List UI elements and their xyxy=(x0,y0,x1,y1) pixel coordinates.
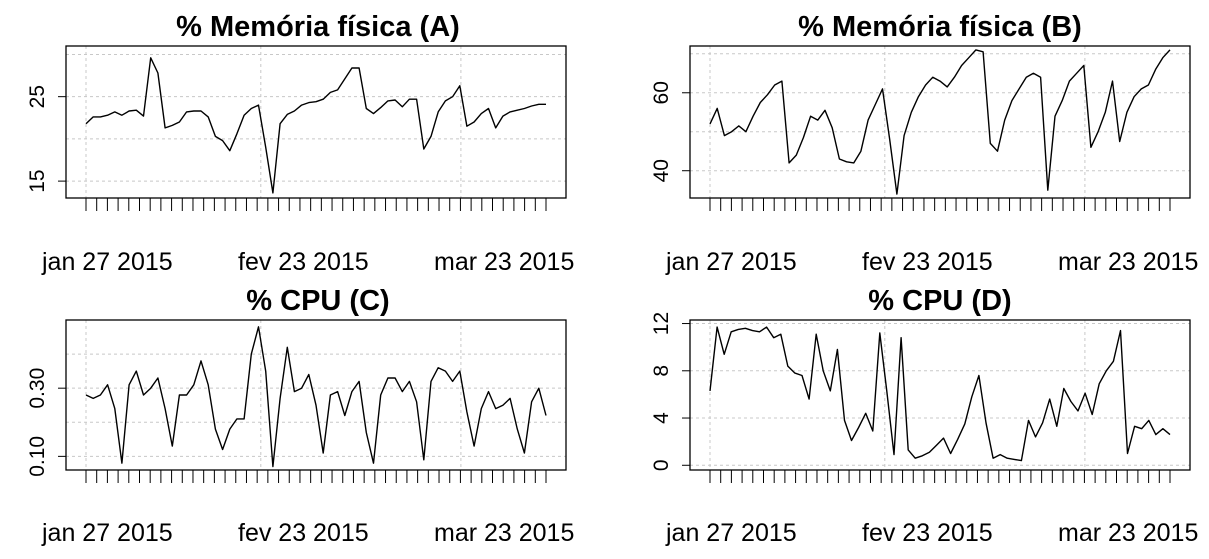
y-tick-label: 15 xyxy=(26,169,49,192)
series-line xyxy=(85,326,547,468)
plot-frame xyxy=(65,45,567,199)
x-tick-label: fev 23 2015 xyxy=(238,248,369,276)
y-tick-label: 8 xyxy=(650,365,673,377)
plot-frame xyxy=(65,319,567,471)
x-tick-label: mar 23 2015 xyxy=(434,248,574,276)
y-tick-label: 0.10 xyxy=(26,436,49,477)
chart-panel-a: % Memória física (A) 15 25 jan 27 2015 fev 2… xyxy=(26,11,574,276)
plot-frame xyxy=(689,319,1191,471)
y-tick-label: 4 xyxy=(650,412,673,424)
x-tick-label: jan 27 2015 xyxy=(41,248,173,276)
chart-panel-d: % CPU (D) 0 4 8 12 jan 27 2015 fev 23 2015 mar … xyxy=(650,285,1198,547)
chart-title-c: % CPU (C) xyxy=(246,285,389,317)
x-tick-label: fev 23 2015 xyxy=(862,248,993,276)
y-tick-label: 12 xyxy=(650,312,673,335)
x-tick-label: fev 23 2015 xyxy=(862,519,993,547)
series-line xyxy=(709,326,1171,462)
chart-title-b: % Memória física (B) xyxy=(798,11,1082,43)
y-tick-label: 60 xyxy=(650,81,673,104)
x-tick-label: mar 23 2015 xyxy=(1058,519,1198,547)
x-tick-label: jan 27 2015 xyxy=(665,248,797,276)
chart-panel-c: % CPU (C) 0.10 0.30 jan 27 2015 fev 23 2015 m… xyxy=(26,285,574,547)
chart-panel-b: % Memória física (B) 40 60 jan 27 2015 fev 2… xyxy=(650,11,1198,276)
x-tick-label: jan 27 2015 xyxy=(41,519,173,547)
x-tick-label: mar 23 2015 xyxy=(1058,248,1198,276)
x-tick-label: fev 23 2015 xyxy=(238,519,369,547)
chart-title-a: % Memória física (A) xyxy=(176,11,460,43)
series-line xyxy=(709,49,1171,195)
x-tick-label: mar 23 2015 xyxy=(434,519,574,547)
y-tick-label: 40 xyxy=(650,159,673,182)
plot-frame xyxy=(689,45,1191,199)
y-tick-label: 0.30 xyxy=(26,368,49,409)
y-tick-label: 25 xyxy=(26,85,49,108)
series-line xyxy=(85,57,546,194)
x-tick-label: jan 27 2015 xyxy=(665,519,797,547)
chart-title-d: % CPU (D) xyxy=(868,285,1011,317)
y-tick-label: 0 xyxy=(650,459,673,471)
